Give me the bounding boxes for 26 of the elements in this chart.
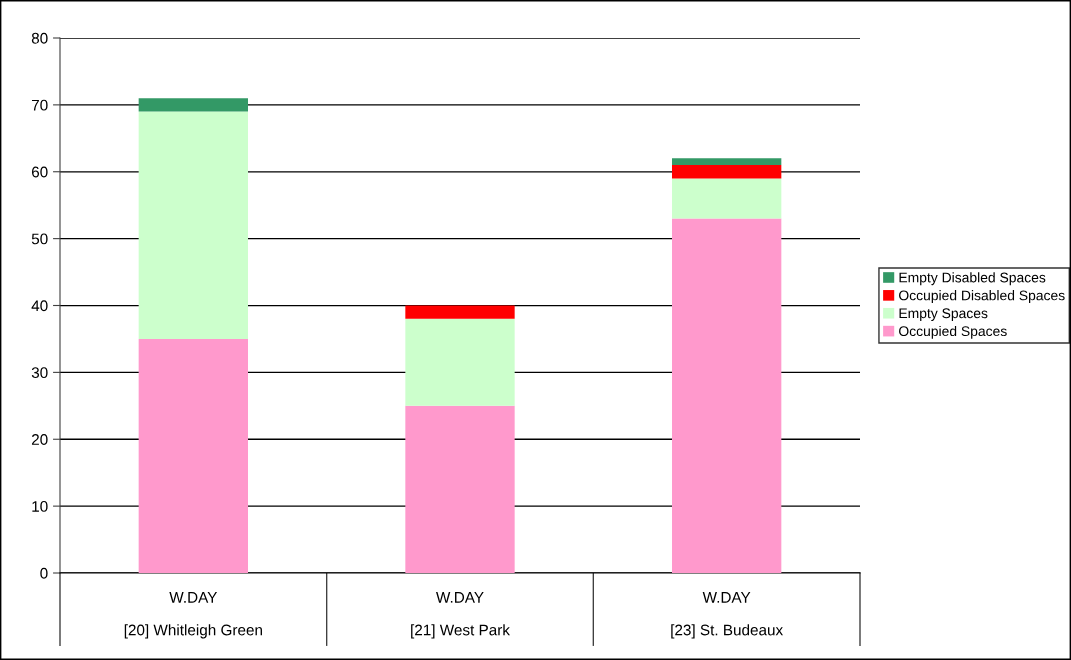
- bar: [405, 318, 515, 406]
- legend-label: Empty Spaces: [899, 308, 988, 321]
- y-tick-label: 20: [31, 434, 48, 445]
- bar: [405, 405, 515, 573]
- legend-label: Occupied Spaces: [899, 325, 1007, 339]
- y-tick-label: 30: [31, 367, 48, 379]
- y-tick-label: 0: [40, 567, 48, 579]
- bar: [138, 338, 248, 573]
- bar: [138, 111, 248, 339]
- y-tick-label: 70: [31, 99, 48, 111]
- bar: [672, 165, 782, 179]
- y-tick-label: 40: [31, 300, 48, 312]
- legend-label: Empty Disabled Spaces: [899, 272, 1046, 286]
- y-tick-label: 10: [32, 500, 48, 512]
- bar: [672, 218, 782, 573]
- bar: [405, 305, 515, 319]
- bar: [672, 158, 782, 166]
- category-label: W.DAY [21] West Park: [411, 592, 510, 639]
- bar: [672, 178, 782, 219]
- category-label: W.DAY [23] St. Budeaux: [671, 592, 783, 639]
- y-tick-label: 60: [31, 166, 48, 178]
- y-tick-label: 80: [31, 32, 48, 44]
- legend-label: Occupied Disabled Spaces: [899, 290, 1065, 304]
- y-tick-label: 50: [31, 233, 48, 245]
- category-label: W.DAY [20] Whitleigh Green: [124, 592, 262, 639]
- bar: [138, 98, 248, 112]
